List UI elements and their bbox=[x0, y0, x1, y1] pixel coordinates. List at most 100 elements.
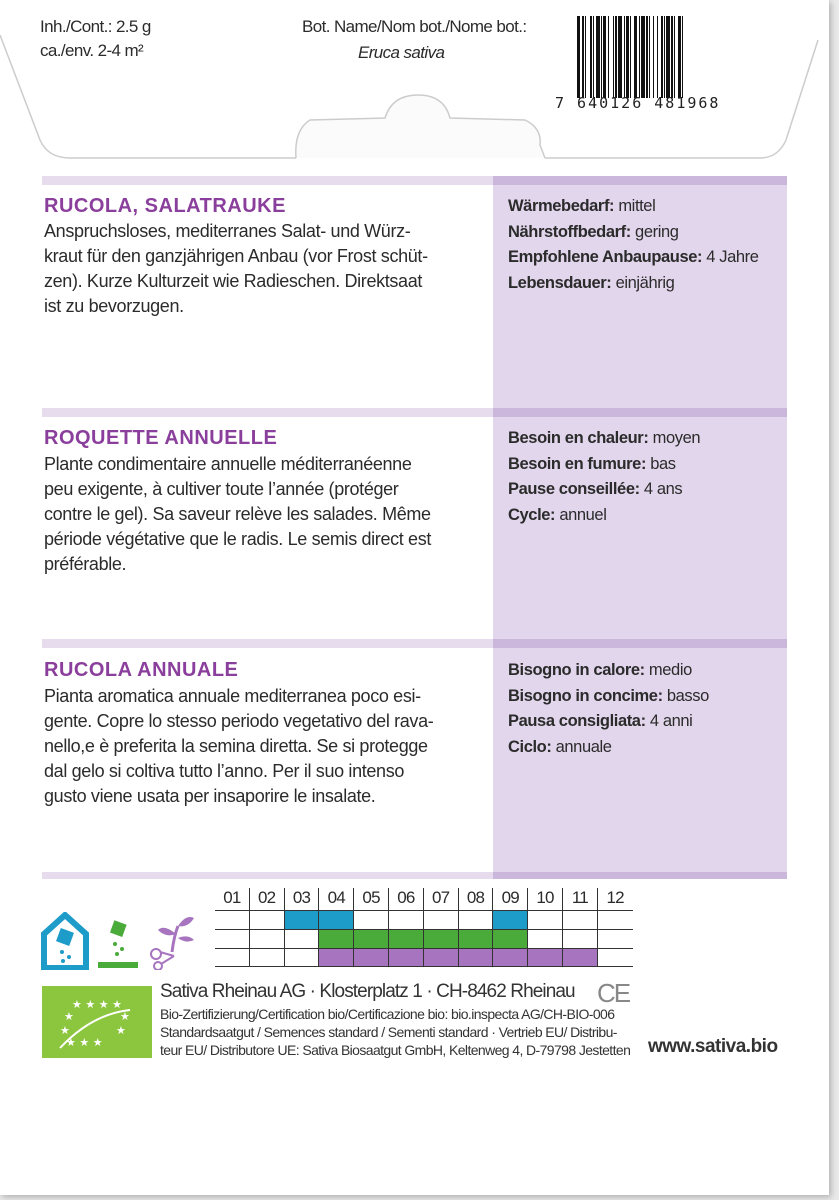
barcode-bar bbox=[666, 16, 670, 98]
property-label: Ciclo: bbox=[508, 737, 552, 756]
barcode-bar bbox=[649, 16, 651, 98]
barcode-bar bbox=[605, 16, 608, 98]
barcode-bar bbox=[583, 16, 586, 98]
greenhouse-sowing-icon bbox=[41, 912, 89, 970]
barcode-bar bbox=[682, 16, 684, 98]
description-fr: Plante condimentaire annuelle méditerran… bbox=[44, 452, 431, 577]
property-value: 4 anni bbox=[649, 712, 693, 730]
property: Nährstoffbedarf: gering bbox=[508, 220, 759, 246]
text-line: Pianta aromatica annuale mediterranea po… bbox=[44, 686, 421, 706]
barcode-bar bbox=[665, 16, 667, 98]
barcode-bar bbox=[639, 16, 642, 98]
calendar-cell bbox=[459, 911, 494, 929]
property-value: einjährig bbox=[615, 273, 675, 292]
property: Pausa consigliata: 4 anni bbox=[508, 709, 709, 735]
website-link[interactable]: www.sativa.bio bbox=[648, 1036, 778, 1057]
calendar-cell bbox=[528, 930, 563, 948]
property: Ciclo: annuale bbox=[508, 735, 709, 761]
calendar-cell bbox=[528, 911, 563, 929]
coverage-area: ca./env. 2-4 m² bbox=[40, 41, 144, 60]
calendar-cell bbox=[598, 930, 633, 948]
barcode-bar bbox=[621, 16, 624, 98]
outdoor-sowing-icon bbox=[98, 920, 138, 968]
month-label: 02 bbox=[250, 888, 285, 910]
barcode-bar bbox=[674, 16, 676, 98]
barcode-bar bbox=[673, 16, 675, 98]
text-line: gente. Copre lo stesso periodo vegetativ… bbox=[44, 711, 434, 731]
calendar-cell bbox=[215, 930, 250, 948]
barcode-bar bbox=[644, 16, 646, 98]
calendar-cell bbox=[563, 930, 598, 948]
property-label: Lebensdauer: bbox=[508, 273, 612, 292]
text-line: gusto viene usata per insaporire le insa… bbox=[44, 786, 376, 806]
month-label: 05 bbox=[354, 888, 389, 910]
calendar-cell bbox=[215, 949, 250, 966]
svg-text:★: ★ bbox=[120, 1010, 130, 1023]
distributor-text: teur EU/ Distributore UE: Sativa Biosaat… bbox=[160, 1042, 631, 1058]
divider bbox=[493, 639, 787, 648]
calendar-cell bbox=[493, 930, 529, 948]
divider bbox=[42, 408, 493, 417]
section-title-it: RUCOLA ANNUALE bbox=[44, 659, 239, 681]
calendar-cell bbox=[598, 911, 633, 929]
divider bbox=[42, 639, 493, 648]
barcode-bar bbox=[638, 16, 640, 98]
barcode-bar bbox=[599, 16, 602, 98]
divider bbox=[493, 408, 787, 417]
property-value: 4 ans bbox=[643, 480, 683, 498]
calendar-cell bbox=[319, 949, 355, 966]
barcode-bar bbox=[607, 16, 610, 98]
barcode-bar bbox=[675, 16, 678, 98]
property-value: gering bbox=[635, 222, 679, 241]
property: Bisogno in concime: basso bbox=[508, 684, 709, 710]
calendar-cell bbox=[388, 949, 424, 966]
property-label: Bisogno in concime: bbox=[508, 686, 663, 705]
barcode-bar bbox=[580, 16, 582, 98]
month-label: 03 bbox=[285, 888, 320, 910]
barcode-bar bbox=[660, 16, 663, 98]
barcode-bar bbox=[577, 16, 581, 98]
barcode-bar bbox=[593, 16, 595, 98]
barcode-bar bbox=[645, 16, 648, 98]
calendar-cell bbox=[250, 949, 285, 966]
barcode-bar bbox=[650, 16, 653, 98]
calendar-cell bbox=[285, 949, 320, 966]
description-de: Anspruchsloses, mediterranes Salat- und … bbox=[44, 219, 428, 319]
month-label: 10 bbox=[528, 888, 563, 910]
property-label: Pause conseillée: bbox=[508, 480, 640, 498]
certification-text: Bio-Zertifizierung/Certification bio/Cer… bbox=[160, 1006, 615, 1022]
barcode-bar bbox=[683, 16, 686, 98]
barcode-bar bbox=[628, 16, 630, 98]
calendar-cell bbox=[250, 930, 285, 948]
calendar-row bbox=[215, 948, 633, 967]
property-value: bas bbox=[650, 454, 676, 473]
property: Empfohlene Anbaupause: 4 Jahre bbox=[508, 245, 759, 271]
barcode-bar bbox=[603, 16, 606, 98]
text-line: préférable. bbox=[44, 554, 127, 574]
barcode-bar bbox=[623, 16, 626, 98]
barcode-bar bbox=[625, 16, 627, 98]
month-label: 09 bbox=[493, 888, 529, 910]
property-value: annuale bbox=[555, 737, 612, 756]
calendar-cell bbox=[563, 911, 598, 929]
calendar-cell bbox=[319, 911, 355, 929]
calendar-cell bbox=[424, 911, 459, 929]
month-label: 07 bbox=[424, 888, 459, 910]
text-line: nello,e è preferita la semina diretta. S… bbox=[44, 736, 428, 756]
month-label: 01 bbox=[215, 888, 250, 910]
harvest-icon bbox=[150, 917, 194, 970]
calendar-cell bbox=[423, 949, 459, 966]
barcode-bar bbox=[662, 16, 665, 98]
calendar-cell bbox=[354, 930, 389, 948]
property-value: 4 Jahre bbox=[706, 248, 759, 266]
property: Besoin en fumure: bas bbox=[508, 452, 700, 478]
barcode-bar bbox=[681, 16, 683, 98]
property-value: annuel bbox=[559, 505, 607, 524]
company-address: Sativa Rheinau AG · Klosterplatz 1 · CH-… bbox=[160, 981, 576, 1002]
properties-panel-it bbox=[493, 648, 787, 874]
contents-weight: Inh./Cont.: 2.5 g bbox=[40, 17, 151, 36]
section-title-de: RUCOLA, SALATRAUKE bbox=[44, 195, 286, 217]
property-label: Nährstoffbedarf: bbox=[508, 222, 631, 241]
property-label: Wärmebedarf: bbox=[508, 197, 615, 215]
barcode-bar bbox=[626, 16, 629, 98]
